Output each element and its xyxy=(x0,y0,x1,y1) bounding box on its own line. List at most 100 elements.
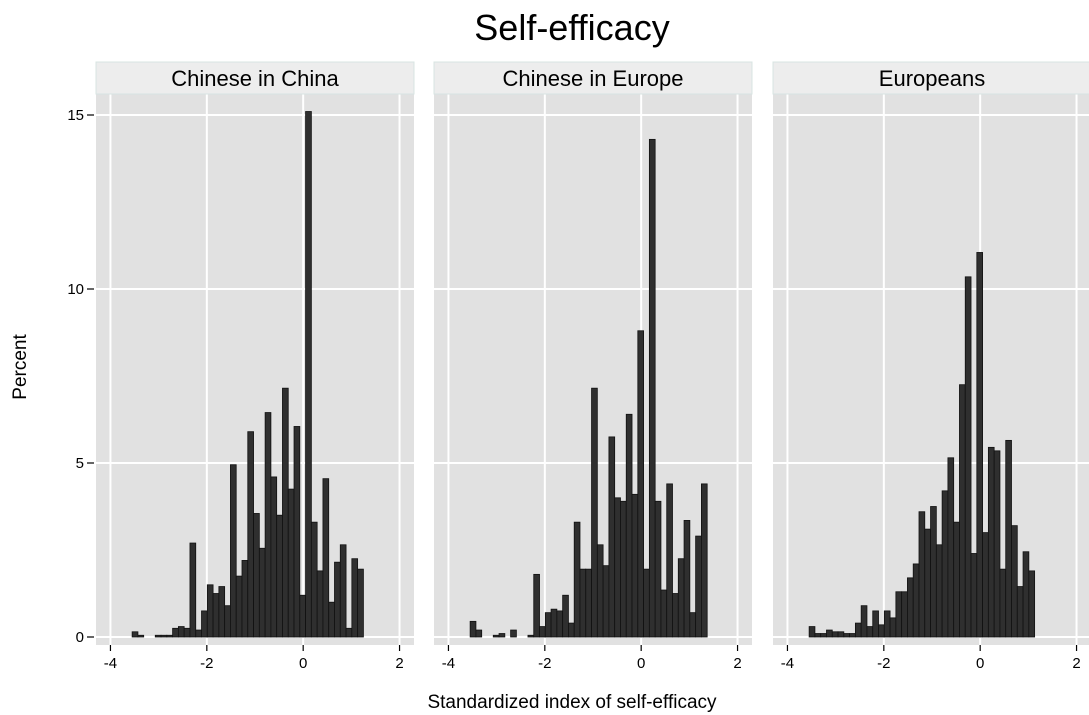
histogram-bar xyxy=(970,553,978,638)
histogram-bar xyxy=(826,629,833,638)
facet-panel: Chinese in China -4 -2 0 2 xyxy=(95,61,415,672)
histogram-bar xyxy=(924,528,931,638)
histogram-bar xyxy=(253,513,260,638)
histogram-bar xyxy=(183,627,191,638)
histogram-bar xyxy=(648,138,656,638)
histogram-bar xyxy=(591,387,598,638)
histogram-bar xyxy=(953,521,960,638)
x-tick-label: 0 xyxy=(299,655,307,672)
histogram-bar xyxy=(672,593,679,638)
histogram-bar xyxy=(947,457,955,638)
x-tick-label: 2 xyxy=(395,655,403,672)
histogram-bar xyxy=(579,568,587,638)
x-tick-label: -4 xyxy=(781,655,794,672)
histogram-bar xyxy=(334,561,341,638)
histogram-bar xyxy=(620,500,627,638)
histogram-bar xyxy=(293,426,301,638)
histogram-bar xyxy=(299,594,306,638)
histogram-bar xyxy=(492,634,500,638)
histogram-bar xyxy=(235,575,243,638)
histogram-bar xyxy=(1011,525,1018,638)
histogram-bar xyxy=(964,276,972,638)
histogram-bar xyxy=(282,387,289,638)
histogram-bar xyxy=(585,568,592,638)
histogram-bar xyxy=(469,620,477,638)
histogram-bar xyxy=(999,568,1007,638)
chart-title: Self-efficacy xyxy=(474,7,669,48)
histogram-bar xyxy=(820,633,827,638)
histogram-bar xyxy=(901,591,908,638)
histogram-bar xyxy=(935,544,943,638)
histogram-bar xyxy=(258,547,266,638)
histogram-bar xyxy=(907,577,914,638)
histogram-bar xyxy=(131,631,139,638)
histogram-bar xyxy=(987,446,995,638)
histogram-bar xyxy=(677,558,685,638)
x-tick-label: -2 xyxy=(877,655,890,672)
x-tick-label: -2 xyxy=(200,655,213,672)
histogram-bar xyxy=(527,634,535,638)
histogram-bar xyxy=(883,610,891,638)
histogram-bar xyxy=(982,532,989,638)
x-axis-label: Standardized index of self-efficacy xyxy=(427,692,717,713)
histogram-bar xyxy=(189,542,197,638)
histogram-bar xyxy=(860,605,868,638)
histogram-bar xyxy=(201,610,208,638)
x-tick-label: 0 xyxy=(976,655,984,672)
histogram-bar xyxy=(643,568,650,638)
histogram-bar xyxy=(310,521,318,638)
strip-background xyxy=(95,61,415,95)
histogram-bar xyxy=(602,565,610,638)
histogram-bar xyxy=(666,483,673,638)
facet-panels: Chinese in China -4 -2 0 2 Chinese in Europe -… xyxy=(67,61,1089,672)
histogram-bar xyxy=(351,558,359,638)
histogram-bar xyxy=(137,634,145,638)
x-tick-label: 2 xyxy=(1072,655,1080,672)
histogram-bar xyxy=(166,634,174,638)
histogram-bar xyxy=(276,514,283,638)
y-tick-label: 0 xyxy=(76,629,84,646)
histogram-bar xyxy=(854,622,862,638)
histogram-bar xyxy=(287,488,295,638)
histogram-bar xyxy=(596,544,604,638)
histogram-bar xyxy=(849,633,856,638)
histogram-bar xyxy=(872,610,879,638)
histogram-bar xyxy=(357,568,364,638)
histogram-bar xyxy=(959,384,966,638)
histogram-bar xyxy=(831,631,839,638)
histogram-bar xyxy=(160,634,168,638)
strip-background xyxy=(772,61,1089,95)
histogram-bar xyxy=(305,111,312,638)
histogram-bar xyxy=(568,622,575,638)
histogram-bar xyxy=(993,450,1001,638)
histogram-bar xyxy=(889,617,897,638)
strip-background xyxy=(433,61,753,95)
histogram-bar xyxy=(1005,439,1012,638)
histogram-bar xyxy=(562,594,569,638)
histogram-bar xyxy=(172,627,179,638)
histogram-bar xyxy=(510,629,517,638)
histogram-bar xyxy=(608,436,616,638)
x-tick-label: 2 xyxy=(733,655,741,672)
histogram-bar xyxy=(843,633,851,638)
panel-strip-label: Europeans xyxy=(879,66,985,91)
histogram-bar xyxy=(637,330,644,638)
histogram-bar xyxy=(878,624,885,638)
histogram-bar xyxy=(625,413,633,638)
histogram-bar xyxy=(556,610,564,638)
histogram-bar xyxy=(539,626,546,638)
histogram-bar xyxy=(660,589,668,638)
histogram-bar xyxy=(654,500,662,638)
histogram-bar xyxy=(573,521,581,638)
histogram-bar xyxy=(264,412,272,638)
histogram-bar xyxy=(533,573,540,638)
histogram-bar xyxy=(218,586,226,638)
histogram-bar xyxy=(339,544,347,638)
histogram-bar xyxy=(837,631,845,638)
histogram-bar xyxy=(328,601,335,638)
histogram-bar xyxy=(316,570,324,638)
y-tick-label: 15 xyxy=(67,107,84,124)
histogram-bar xyxy=(689,612,697,638)
histogram-bar xyxy=(247,431,254,638)
histogram-bar xyxy=(866,626,874,638)
